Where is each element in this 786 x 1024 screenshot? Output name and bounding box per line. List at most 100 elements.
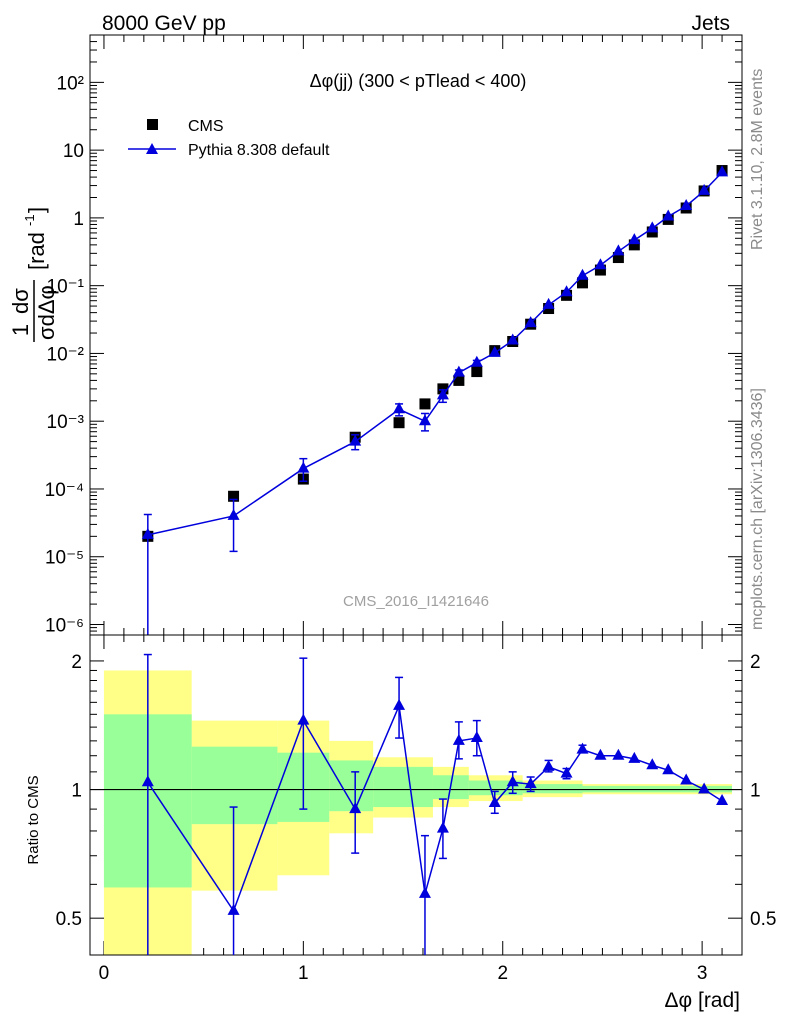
main-y-tick-label: 1 (73, 209, 84, 230)
main-y-tick-label: 10⁻² (47, 344, 85, 365)
pythia-data-point (680, 198, 693, 210)
ratio-data-point (628, 751, 641, 763)
pythia-data-point (698, 183, 711, 195)
ratio-data-point (452, 733, 465, 745)
legend-pythia-marker (146, 143, 158, 154)
x-axis-label: Δφ [rad] (665, 989, 741, 1012)
ratio-axis-label: Ratio to CMS (25, 775, 42, 864)
legend-pythia-label: Pythia 8.308 default (188, 142, 330, 159)
ratio-data-point (436, 821, 449, 833)
main-y-tick-label: 10 (63, 141, 84, 162)
energy-label: 8000 GeV pp (102, 12, 226, 35)
ratio-frame (89, 634, 743, 956)
analysis-id-label: CMS_2016_I1421646 (343, 593, 489, 610)
pythia-data-point (612, 244, 625, 256)
ratio-data-point (698, 782, 711, 794)
pythia-data-point (628, 233, 641, 245)
ratio-data-point (349, 802, 362, 814)
cms-data-point (471, 366, 483, 378)
cms-data-point (453, 374, 465, 386)
cms-data-point (228, 490, 240, 502)
pythia-data-point (436, 388, 449, 400)
ratio-data-point (612, 748, 625, 760)
pythia-data-point (542, 297, 555, 309)
pythia-data-point (488, 345, 501, 357)
main-y-tick-label: 10⁻¹ (47, 277, 85, 298)
cms-data-point (594, 264, 606, 276)
ratio-y-tick-label-right: 0.5 (750, 909, 776, 930)
ratio-data-point (227, 903, 240, 915)
ratio-data-point (418, 886, 431, 898)
pythia-data-point (452, 365, 465, 377)
ratio-data-point (524, 777, 537, 789)
ratio-data-point (716, 794, 729, 806)
pythia-data-point (506, 333, 519, 345)
pythia-data-point (594, 258, 607, 270)
ratio-y-tick-label: 0.5 (56, 909, 82, 930)
pythia-data-point (576, 268, 589, 280)
main-axis-label: 1 dσ σdΔφ [rad -1 ] (8, 207, 59, 342)
pythia-data-point (349, 434, 362, 446)
ratio-data-point (594, 748, 607, 760)
ratio-data-point (470, 731, 483, 743)
main-y-tick-label: 10⁻⁵ (45, 548, 84, 569)
pythia-data-point (297, 461, 310, 473)
ratio-data-point (393, 698, 406, 710)
rivet-side-label: Rivet 3.1.10, 2.8M events (749, 69, 766, 250)
ratio-data-point (576, 742, 589, 754)
svg-text:dσ: dσ (8, 288, 33, 314)
pythia-series-line (147, 171, 723, 536)
x-tick-label: 2 (497, 963, 508, 984)
x-tick-label: 0 (99, 963, 110, 984)
pythia-data-point (646, 221, 659, 233)
ratio-band-inner-1 (191, 746, 278, 825)
legend-cms-marker (147, 119, 158, 130)
ratio-band-inner-7 (522, 784, 583, 794)
mcplots-side-label: mcplots.cern.ch [arXiv:1306.3436] (749, 388, 766, 630)
ratio-data-point (662, 763, 675, 775)
ratio-data-point (297, 713, 310, 725)
svg-text:]: ] (24, 207, 49, 213)
pythia-data-point (524, 316, 537, 328)
cms-data-point (576, 277, 588, 289)
x-tick-label: 3 (697, 963, 708, 984)
main-y-tick-label: 10⁻⁶ (45, 616, 84, 637)
pythia-data-point (393, 402, 406, 414)
svg-text:1: 1 (8, 324, 33, 336)
svg-text:-1: -1 (22, 214, 37, 226)
svg-text:[rad: [rad (24, 232, 49, 270)
ratio-y-tick-label: 2 (71, 652, 82, 673)
ratio-data-point (141, 775, 154, 787)
cms-data-point (419, 398, 431, 410)
pythia-data-point (470, 355, 483, 367)
ratio-data-point (506, 775, 519, 787)
cms-data-point (628, 239, 640, 251)
plot-title: Δφ(jj) (300 < pTlead < 400) (310, 71, 527, 91)
ratio-data-point (542, 759, 555, 771)
main-y-tick-label: 10⁻⁴ (45, 480, 84, 501)
ratio-data-point (646, 758, 659, 770)
pythia-data-point (418, 414, 431, 426)
ratio-y-tick-label-right: 1 (750, 781, 761, 802)
pythia-data-point (227, 508, 240, 520)
main-y-tick-label: 10² (57, 73, 84, 94)
pythia-data-point (560, 285, 573, 297)
ratio-data-point (488, 796, 501, 808)
ratio-plot: 0 1 2 3 0.5 0.5 1 1 2 2 (56, 634, 776, 984)
main-y-tick-label: 10⁻³ (47, 412, 85, 433)
jets-label: Jets (691, 12, 730, 35)
legend-cms-label: CMS (188, 118, 224, 135)
legend: CMS Pythia 8.308 default (128, 118, 330, 159)
ratio-data-point (680, 773, 693, 785)
x-tick-label: 1 (298, 963, 309, 984)
ratio-data-point (560, 766, 573, 778)
cms-data-point (393, 417, 405, 429)
pythia-data-point (716, 165, 729, 177)
cms-data-point (612, 252, 624, 264)
pythia-data-point (141, 527, 154, 539)
pythia-data-point (662, 209, 675, 221)
ratio-y-tick-label-right: 2 (750, 652, 761, 673)
svg-text:σdΔφ: σdΔφ (34, 285, 59, 340)
ratio-y-tick-label: 1 (71, 781, 82, 802)
